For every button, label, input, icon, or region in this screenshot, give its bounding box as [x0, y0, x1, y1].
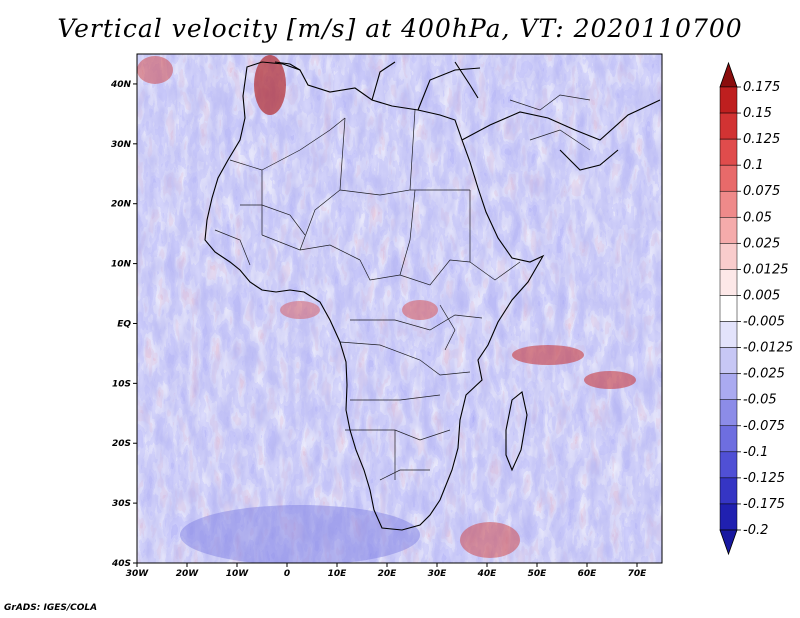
lon-tick-label: 30E — [428, 569, 448, 579]
lon-tick-label: 50E — [528, 569, 548, 579]
colorbar-label: 0.15 — [743, 106, 772, 121]
colorbar-label: 0.005 — [743, 288, 780, 303]
lon-tick-label: 20E — [378, 569, 398, 579]
colorbar-label: 0.125 — [743, 132, 780, 147]
colorbar-label: 0.1 — [743, 158, 764, 173]
colorbar-label: 0.05 — [743, 210, 772, 225]
colorbar-swatch — [719, 217, 738, 244]
lat-tick-label: 30S — [112, 499, 131, 509]
lon-tick-label: 0 — [284, 569, 290, 579]
colorbar-label: -0.125 — [743, 471, 785, 486]
colorbar-swatch — [719, 86, 738, 114]
lat-tick-label: 10N — [111, 260, 132, 270]
colorbar-swatch — [719, 451, 738, 479]
colorbar-label: -0.2 — [743, 523, 768, 538]
colorbar-bottom-arrow — [719, 529, 738, 556]
colorbar-swatch — [719, 190, 738, 218]
coastlines — [204, 61, 661, 531]
lon-tick-label: 30W — [126, 569, 150, 579]
colorbar-swatch — [719, 295, 738, 322]
colorbar-label: -0.005 — [743, 315, 785, 330]
lat-tick-label: 10S — [112, 379, 131, 389]
grads-credit: GrADS: IGES/COLA — [4, 603, 98, 613]
colorbar-swatch — [719, 399, 738, 427]
lat-tick-label: 30N — [111, 140, 132, 150]
lat-tick-label: EQ — [117, 319, 131, 329]
colorbar-swatch — [719, 321, 738, 348]
colorbar-label: -0.05 — [743, 393, 777, 408]
lon-tick-label: 20W — [176, 569, 200, 579]
colorbar-label: 0.0125 — [743, 262, 789, 277]
lat-tick-label: 20S — [112, 439, 131, 449]
colorbar-swatch — [719, 164, 738, 192]
lat-tick-label: 40N — [110, 80, 132, 90]
colorbar-label: -0.075 — [743, 419, 785, 434]
country-borders — [214, 94, 591, 481]
colorbar-label: -0.1 — [743, 445, 768, 460]
lon-tick-label: 70E — [628, 569, 648, 579]
lon-tick-label: 60E — [578, 569, 598, 579]
axis-ticks: 30W 20W 10W 0 10E 20E 30E 40E 50E 60E 70E 40N 30N 20N… — [110, 80, 647, 579]
lon-tick-label: 40E — [477, 569, 498, 579]
colorbar-label: -0.0125 — [743, 341, 793, 356]
colorbar-label: -0.175 — [743, 497, 785, 512]
colorbar-swatch — [719, 112, 738, 140]
colorbar-swatch — [719, 269, 738, 296]
colorbar: 0.175 0.15 0.125 0.1 0.075 0.05 0.025 0.0125 0.0… — [719, 61, 793, 556]
colorbar-swatch — [719, 425, 738, 453]
colorbar-swatch — [719, 477, 738, 505]
colorbar-top-arrow — [719, 61, 738, 88]
colorbar-swatch — [719, 347, 738, 374]
lat-tick-label: 20N — [111, 200, 132, 210]
colorbar-label: 0.075 — [743, 184, 780, 199]
map-title: Vertical velocity [m/s] at 400hPa, VT: 2… — [57, 14, 743, 43]
colorbar-swatch — [719, 373, 738, 400]
vertical-velocity-field — [137, 54, 662, 563]
colorbar-label: -0.025 — [743, 367, 785, 382]
colorbar-swatch — [719, 503, 738, 531]
colorbar-label: 0.175 — [743, 80, 780, 95]
colorbar-swatch — [719, 243, 738, 270]
lon-tick-label: 10E — [328, 569, 348, 579]
plot-frame — [136, 53, 663, 564]
lon-tick-label: 10W — [226, 569, 250, 579]
lat-tick-label: 40S — [111, 559, 131, 569]
colorbar-label: 0.025 — [743, 236, 780, 251]
colorbar-swatch — [719, 138, 738, 166]
